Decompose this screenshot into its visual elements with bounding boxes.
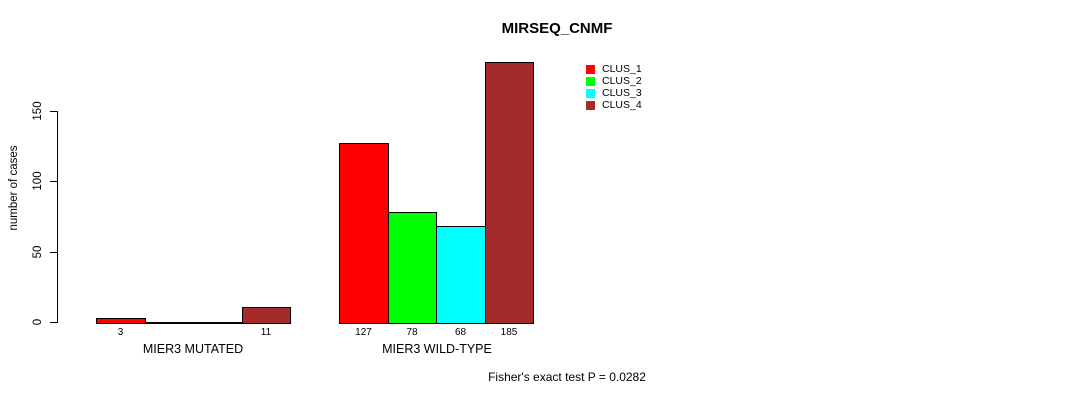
bar-value-label: 185 [500,327,518,338]
y-axis-line [57,111,58,323]
y-tick-label: 0 [32,318,44,326]
fisher-test-annotation: Fisher's exact test P = 0.0282 [488,370,646,384]
bar-clus_4-group2 [485,62,534,324]
chart-title: MIRSEQ_CNMF [501,20,613,37]
y-axis-title: number of cases [8,145,20,231]
legend-swatch-icon [586,100,595,110]
legend: CLUS_1 CLUS_2 CLUS_3 CLUS_4 [586,63,642,111]
y-tick-mark [50,181,57,182]
bar-value-label: 78 [406,327,418,338]
legend-item-clus_4: CLUS_4 [586,99,642,111]
bar-clus_2-group2 [388,212,437,324]
bar-clus_3-group2 [436,226,486,324]
legend-swatch-icon [586,64,595,74]
legend-swatch-icon [586,76,595,86]
legend-swatch-icon [586,88,595,98]
y-tick-label: 150 [32,101,44,121]
bar-value-label: 3 [117,327,124,338]
legend-label: CLUS_4 [602,99,642,111]
bar-clus_2-group1 [145,322,194,324]
bar-value-label: 127 [355,327,372,338]
y-tick-label: 50 [32,245,44,259]
legend-item-clus_3: CLUS_3 [586,87,642,99]
legend-label: CLUS_1 [602,63,642,75]
legend-item-clus_2: CLUS_2 [586,75,642,87]
legend-item-clus_1: CLUS_1 [586,63,642,75]
bar-value-label: 68 [454,327,467,338]
y-tick-label: 100 [32,171,44,191]
x-category-label-mutated: MIER3 MUTATED [142,342,244,356]
legend-label: CLUS_2 [602,75,642,87]
y-tick-mark [50,252,57,253]
legend-label: CLUS_3 [602,87,642,99]
bar-clus_3-group1 [193,322,243,324]
y-tick-mark [50,111,57,112]
bar-clus_1-group1 [96,318,146,324]
bar-clus_1-group2 [339,143,389,324]
x-category-label-wild-type: MIER3 WILD-TYPE [382,342,492,356]
bar-clus_4-group1 [242,307,291,324]
y-tick-mark [50,322,57,323]
bar-value-label: 11 [260,327,272,338]
